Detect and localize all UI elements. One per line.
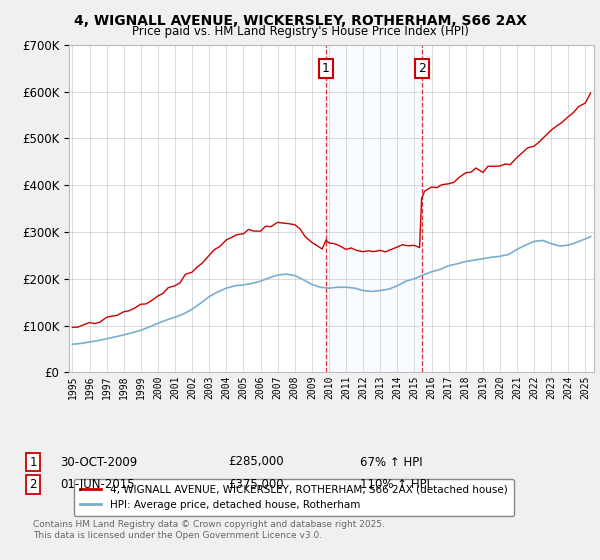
Text: £375,000: £375,000 [228,478,284,491]
Text: 4, WIGNALL AVENUE, WICKERSLEY, ROTHERHAM, S66 2AX: 4, WIGNALL AVENUE, WICKERSLEY, ROTHERHAM… [74,14,526,28]
Text: 1: 1 [322,62,330,74]
Text: 01-JUN-2015: 01-JUN-2015 [60,478,134,491]
Text: 2: 2 [418,62,425,74]
Text: 67% ↑ HPI: 67% ↑ HPI [360,455,422,469]
Legend: 4, WIGNALL AVENUE, WICKERSLEY, ROTHERHAM, S66 2AX (detached house), HPI: Average: 4, WIGNALL AVENUE, WICKERSLEY, ROTHERHAM… [74,479,514,516]
Text: 30-OCT-2009: 30-OCT-2009 [60,455,137,469]
Text: Contains HM Land Registry data © Crown copyright and database right 2025.
This d: Contains HM Land Registry data © Crown c… [33,520,385,540]
Text: £285,000: £285,000 [228,455,284,469]
Text: 2: 2 [29,478,37,491]
Text: 110% ↑ HPI: 110% ↑ HPI [360,478,430,491]
Text: 1: 1 [29,455,37,469]
Text: Price paid vs. HM Land Registry's House Price Index (HPI): Price paid vs. HM Land Registry's House … [131,25,469,38]
Bar [326,45,422,372]
